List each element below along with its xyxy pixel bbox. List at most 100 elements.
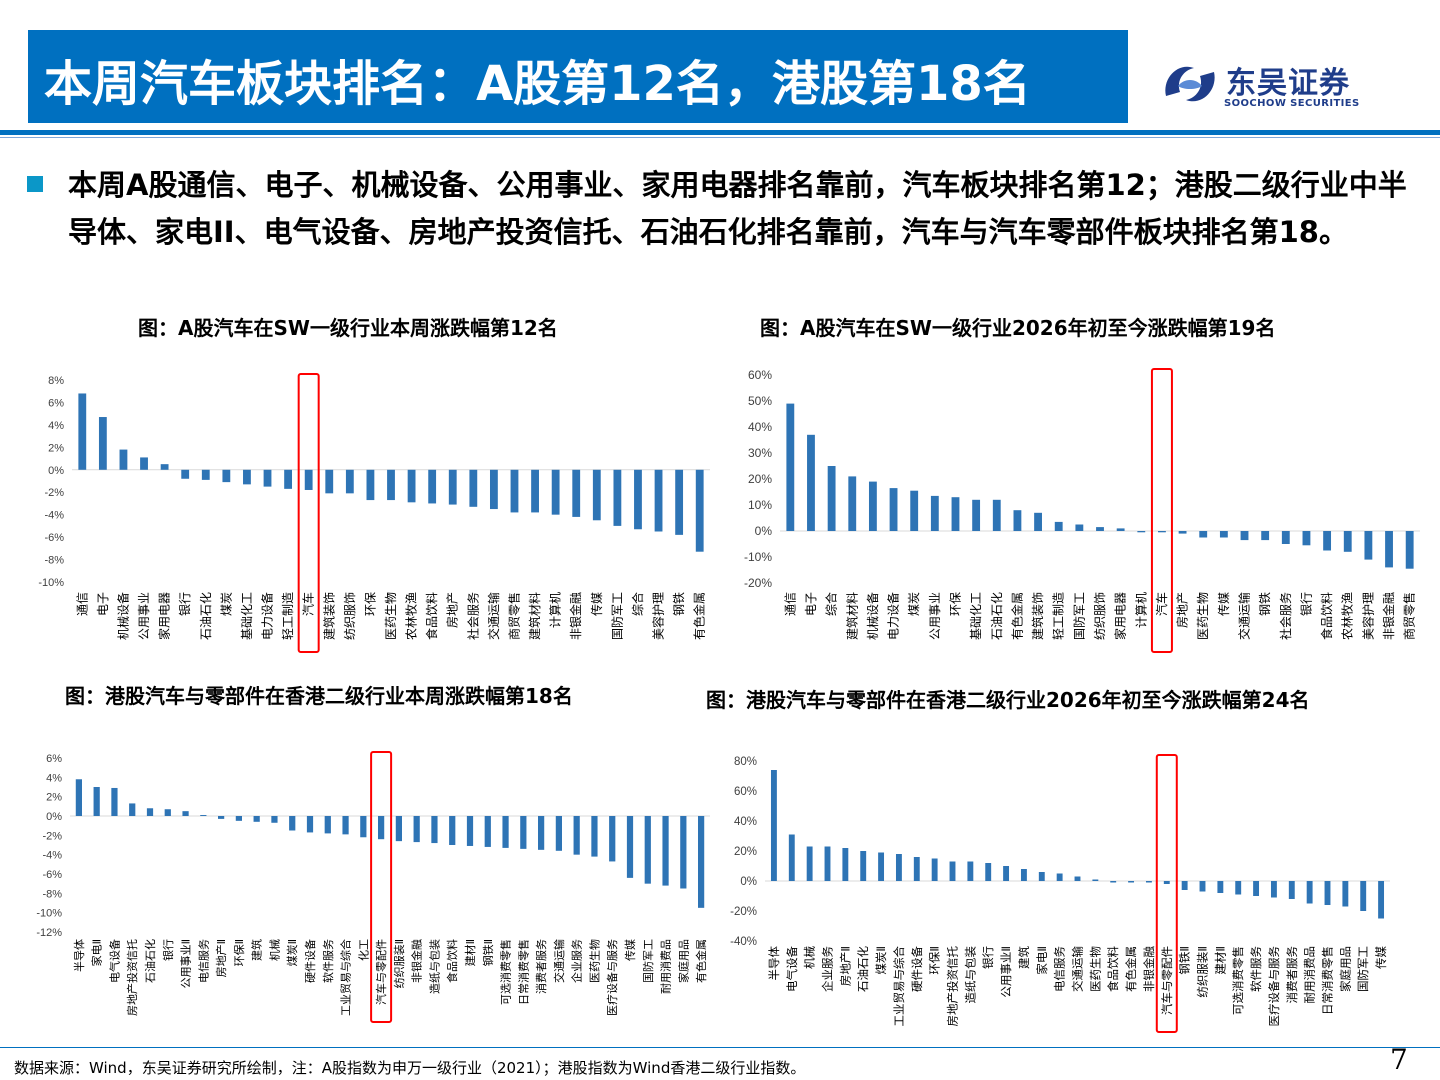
bar: [680, 816, 687, 889]
x-category-label: 计算机: [1133, 592, 1148, 628]
bar: [1034, 512, 1042, 531]
x-category-label: 纺织服饰: [343, 592, 357, 640]
x-category-label: 房地产投资信托: [125, 939, 139, 1016]
bar: [1116, 528, 1125, 531]
x-category-label: 医疗设备与服务: [1267, 946, 1281, 1027]
bar: [160, 464, 169, 470]
header-rule: [0, 130, 1440, 135]
x-category-label: 建材Ⅱ: [1213, 946, 1227, 975]
bar: [930, 495, 939, 531]
x-category-label: 机械: [803, 946, 817, 969]
y-tick-label: 4%: [48, 420, 64, 432]
x-category-label: 日常消费零售: [1321, 946, 1335, 1015]
y-tick-label: -12%: [36, 927, 62, 939]
y-tick-label: -6%: [42, 869, 62, 881]
x-category-label: 国防军工: [1071, 592, 1086, 640]
x-category-label: 美容护理: [651, 592, 666, 640]
bar: [1324, 881, 1331, 905]
x-category-label: 医药生物: [1196, 592, 1210, 640]
y-tick-label: 60%: [734, 786, 757, 798]
bar: [1405, 531, 1414, 569]
x-category-label: 综合: [630, 592, 645, 616]
bar: [967, 861, 974, 881]
bar: [1270, 881, 1277, 898]
x-category-label: 耐用消费品: [659, 939, 673, 994]
y-tick-label: 40%: [748, 420, 772, 434]
y-tick-label: 10%: [748, 498, 772, 512]
x-category-label: 家庭用品: [676, 939, 690, 983]
x-category-label: 有色金属: [692, 592, 707, 640]
bar: [413, 816, 420, 843]
bar: [243, 469, 251, 485]
x-category-label: 工业贸易与综合: [892, 946, 906, 1027]
bar: [1054, 521, 1063, 531]
bar: [1323, 531, 1332, 551]
bar: [972, 499, 981, 531]
x-category-label: 综合: [824, 592, 839, 616]
bar: [1199, 531, 1208, 538]
bar: [634, 469, 642, 530]
x-category-label: 美容护理: [1360, 592, 1375, 640]
bar: [824, 846, 831, 881]
bar: [1163, 881, 1170, 884]
y-tick-label: 6%: [48, 397, 64, 409]
x-category-label: 消费者服务: [534, 939, 548, 994]
bar: [510, 469, 519, 513]
x-category-label: 食品饮料: [1106, 946, 1120, 992]
y-tick-label: 30%: [748, 446, 772, 460]
bar: [1075, 524, 1084, 531]
bar: [407, 469, 416, 503]
bar: [1253, 881, 1260, 896]
bar: [573, 816, 580, 855]
x-category-label: 汽车: [301, 592, 316, 616]
bar: [609, 816, 616, 862]
x-category-label: 建筑: [1017, 946, 1031, 969]
bar: [98, 417, 107, 470]
bar: [469, 469, 478, 507]
bar: [289, 816, 296, 831]
x-category-label: 石油石化: [199, 592, 213, 640]
x-category-label: 硬件设备: [303, 939, 317, 983]
x-category-label: 农林牧渔: [405, 592, 419, 640]
bar: [1178, 531, 1187, 534]
bar: [868, 481, 877, 531]
bar: [654, 469, 663, 532]
x-category-label: 机械设备: [865, 592, 880, 640]
bar: [675, 469, 684, 535]
x-category-label: 家庭用品: [1338, 946, 1352, 992]
bar: [1378, 881, 1385, 919]
x-category-label: 医药生物: [587, 939, 601, 983]
x-category-label: 非银金融: [1142, 946, 1156, 992]
x-category-label: 造纸与包装: [427, 939, 441, 994]
x-category-label: 钢铁: [1258, 592, 1272, 616]
bar: [484, 816, 491, 847]
y-tick-label: 80%: [734, 756, 757, 768]
x-category-label: 钢铁: [672, 592, 686, 616]
chart-hk-weekly: 6%4%2%0%-2%-4%-6%-8%-10%-12%半导体 家电Ⅱ 电气设备 房地…: [36, 751, 710, 1023]
chart-2-title: 图：A股汽车在SW一级行业2026年初至今涨跌幅第19名: [760, 316, 1276, 340]
y-tick-label: 0%: [46, 811, 62, 823]
x-category-label: 商贸零售: [506, 592, 521, 640]
x-category-label: 公用事业: [137, 592, 151, 640]
x-category-label: 家电Ⅱ: [90, 939, 104, 966]
x-category-label: 环保Ⅱ: [232, 939, 246, 966]
x-category-label: 钢铁Ⅱ: [482, 939, 495, 966]
footer-source: 数据来源：Wind，东吴证券研究所绘制，注：A股指数为申万一级行业（2021）；…: [14, 1059, 806, 1077]
bar: [770, 770, 777, 881]
y-tick-label: -10%: [38, 577, 64, 589]
highlight-box: [297, 373, 320, 653]
bar: [140, 457, 148, 470]
y-tick-label: 50%: [748, 394, 772, 408]
bar: [271, 816, 278, 823]
bar: [555, 816, 562, 851]
bar: [324, 816, 331, 834]
x-category-label: 家用电器: [1113, 592, 1128, 640]
bar: [200, 815, 207, 816]
x-category-label: 国防军工: [641, 939, 655, 983]
x-category-label: 传媒: [589, 592, 604, 616]
bar: [1360, 881, 1367, 911]
bar: [910, 490, 919, 531]
x-category-label: 电气设备: [785, 946, 799, 992]
x-category-label: 社会服务: [1278, 592, 1293, 640]
company-logo: 东吴证券 SOOCHOW SECURITIES: [1160, 56, 1380, 116]
